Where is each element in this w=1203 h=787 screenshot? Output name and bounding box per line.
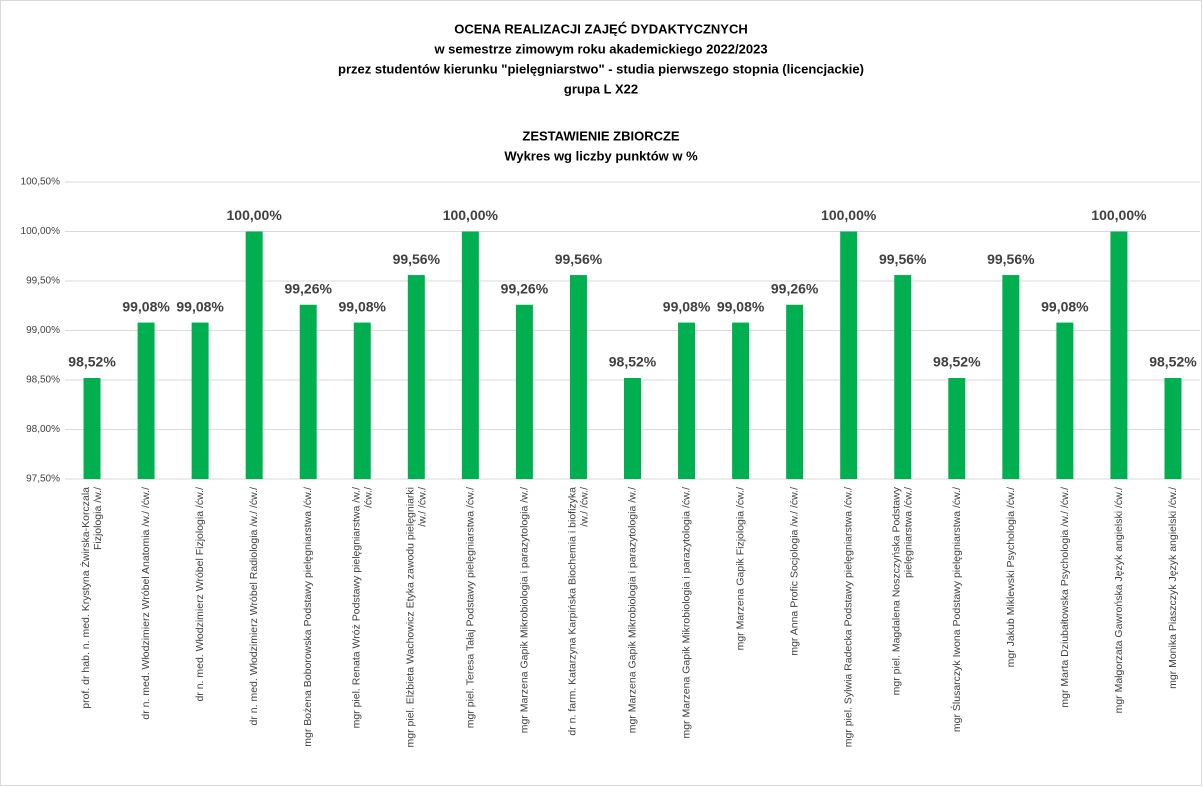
bar <box>299 304 317 479</box>
value-label: 98,52% <box>1149 354 1197 370</box>
bar <box>83 378 101 479</box>
x-tick-label: mgr Monika Piaszczyk Język angielski /ćw… <box>1167 487 1179 689</box>
x-tick-label: prof. dr hab. n. med. Krystyna Żwirska-K… <box>79 487 104 709</box>
x-tick-label: mgr Marzena Gapik Fizjologia /ćw./ <box>734 487 746 650</box>
y-tick-label: 99,50% <box>26 276 60 287</box>
bar <box>786 304 804 479</box>
x-tick-label: mgr piel. Magdalena Noszczyńska Podstawy… <box>891 486 915 695</box>
value-label: 99,26% <box>501 280 549 296</box>
bar <box>678 322 696 479</box>
x-tick-label: mgr piel. Renata Wróż Podstawy pielęgnia… <box>350 487 374 728</box>
x-tick-label: mgr Jakub Miklewski Psychologia /ćw./ <box>1005 487 1017 667</box>
chart-subtitle: ZESTAWIENIE ZBIORCZE <box>522 128 680 143</box>
bar <box>624 378 641 479</box>
value-label: 98,52% <box>609 354 657 370</box>
y-tick-label: 100,50% <box>21 177 61 188</box>
bar <box>245 231 263 479</box>
x-tick-label: mgr Marta Dziubałtowska Psychologia /w./… <box>1059 487 1071 708</box>
value-label: 99,26% <box>771 280 819 296</box>
chart-title: grupa L X22 <box>564 81 638 96</box>
x-tick-label: mgr piel. Elżbieta Wachowicz Etyka zawod… <box>404 487 428 748</box>
value-label: 99,08% <box>176 298 224 314</box>
x-tick-label: mgr Bożena Boborowska Podstawy pielęgnia… <box>302 487 314 747</box>
y-tick-label: 98,50% <box>26 375 60 386</box>
bar <box>1056 322 1074 479</box>
x-tick-label: dr n. farm. Katarzyna Karpińska Biochemi… <box>566 487 590 736</box>
bar <box>1110 231 1128 479</box>
chart-title: OCENA REALIZACJI ZAJĘĆ DYDAKTYCZNYCH <box>454 21 747 36</box>
value-label: 100,00% <box>443 207 499 223</box>
value-label: 99,56% <box>879 251 927 267</box>
bar <box>407 275 425 479</box>
chart-title: w semestrze zimowym roku akademickiego 2… <box>433 41 767 56</box>
bar <box>948 378 966 479</box>
value-label: 98,52% <box>933 354 981 370</box>
x-tick-label: mgr piel. Teresa Tałaj Podstawy pielęgni… <box>464 487 476 728</box>
bar <box>1164 378 1182 479</box>
x-tick-label: mgr Marzena Gapik Mikrobiologia i parazy… <box>626 487 638 733</box>
bar <box>137 322 155 479</box>
chart-subtitle: Wykres wg liczby punktów w % <box>504 148 698 163</box>
y-tick-label: 100,00% <box>21 226 61 237</box>
x-tick-label: mgr piel. Sylwia Radecka Podstawy pielęg… <box>842 487 854 747</box>
value-label: 99,08% <box>122 298 170 314</box>
x-tick-label: mgr Ślusarczyk Iwona Podstawy pielęgniar… <box>950 487 963 732</box>
x-tick-label: mgr Anna Profic Socjologia /w./ /ćw./ <box>788 487 800 656</box>
chart-title: przez studentów kierunku "pielęgniarstwo… <box>338 61 864 76</box>
bar <box>732 322 750 479</box>
x-tick-label: dr n. med. Włodzimierz Wróbel Fizjologia… <box>194 487 206 702</box>
value-label: 99,26% <box>284 280 332 296</box>
value-label: 99,56% <box>393 251 441 267</box>
value-label: 100,00% <box>1091 207 1147 223</box>
bar <box>894 275 912 479</box>
value-label: 99,08% <box>663 298 711 314</box>
value-label: 99,08% <box>1041 298 1089 314</box>
y-tick-label: 98,00% <box>26 424 60 435</box>
x-tick-label: mgr Małgorzata Gawrońska Język angielski… <box>1113 487 1125 713</box>
bar <box>1002 275 1020 479</box>
y-tick-label: 97,50% <box>26 474 60 485</box>
y-tick-label: 99,00% <box>26 325 60 336</box>
bar <box>569 275 587 479</box>
bar <box>353 322 371 479</box>
value-label: 98,52% <box>68 354 116 370</box>
value-label: 100,00% <box>821 207 877 223</box>
x-tick-label: dr n. med. Włodzimierz Wróbel Radiologia… <box>248 487 260 726</box>
value-label: 99,56% <box>555 251 603 267</box>
bar <box>191 322 209 479</box>
value-label: 99,56% <box>987 251 1035 267</box>
value-label: 99,08% <box>339 298 387 314</box>
value-label: 100,00% <box>227 207 283 223</box>
x-tick-label: mgr Marzena Gapik Mikrobiologia i parazy… <box>518 487 530 733</box>
bar <box>515 304 533 479</box>
x-tick-label: dr n. med. Włodzimierz Wróbel Anatomia /… <box>140 487 152 720</box>
value-label: 99,08% <box>717 298 765 314</box>
bar <box>461 231 479 479</box>
x-tick-label: mgr Marzena Gapik Mikrobiologia i parazy… <box>680 487 692 739</box>
bar <box>840 231 858 479</box>
